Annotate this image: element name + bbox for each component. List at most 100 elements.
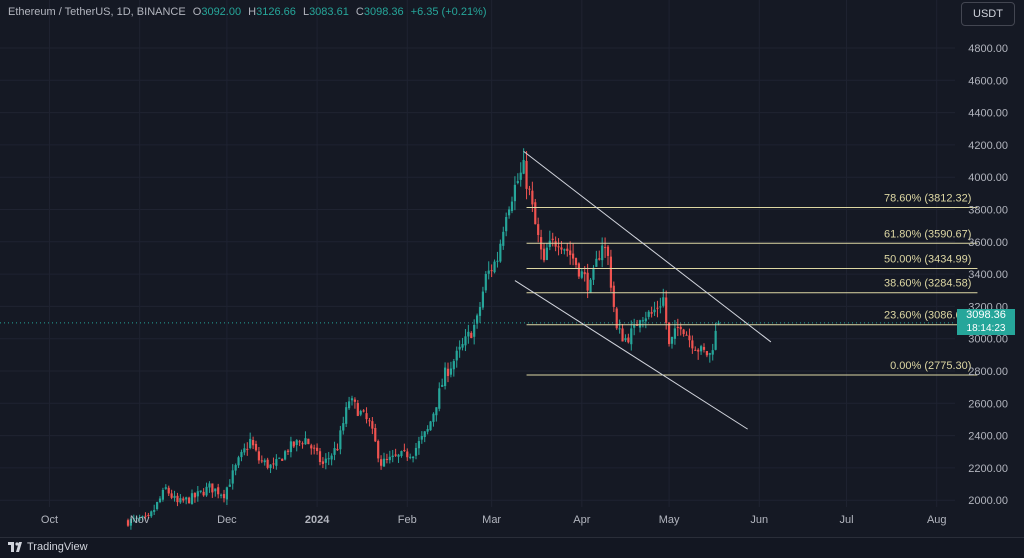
candle-body (624, 338, 627, 341)
candle-body (193, 492, 197, 498)
candle-body (627, 337, 630, 343)
candle-body (647, 311, 650, 317)
tradingview-logo[interactable]: TradingView (8, 541, 88, 553)
descending-channel[interactable] (514, 150, 772, 430)
high-label: H (248, 6, 257, 18)
fib-level-label: 23.60% (3086.67) (884, 310, 971, 322)
candle-body (420, 436, 423, 440)
price-tick-label: 3400.00 (968, 269, 1008, 281)
candle-body (275, 459, 278, 466)
candle-body (705, 351, 709, 356)
candle-body (662, 297, 665, 306)
candle-body (240, 451, 243, 458)
candle-body (531, 190, 534, 205)
candle-body (269, 464, 272, 469)
candle-body (644, 318, 647, 322)
candle-body (670, 336, 674, 344)
candle-body (464, 336, 467, 346)
candle-body (606, 246, 610, 256)
candle-body (618, 328, 621, 330)
candle-body (435, 407, 438, 416)
candle-body (138, 518, 141, 520)
candle-body (667, 322, 671, 345)
candle-body (397, 454, 400, 457)
candle-body (481, 291, 485, 308)
candle-body (452, 361, 455, 370)
channel-trendline[interactable] (514, 280, 748, 430)
tradingview-logo-icon (8, 542, 22, 552)
fibonacci-retracement[interactable]: 78.60% (3812.32) 61.80% (3590.67) 50.00% (… (526, 193, 978, 376)
candle-body (365, 413, 368, 420)
candle-body (211, 483, 214, 493)
candle-body (403, 449, 406, 451)
candle-body (208, 483, 211, 488)
candle-body (339, 430, 342, 450)
fib-level-label: 0.00% (2775.30) (890, 360, 971, 372)
candlestick-series (126, 148, 720, 530)
candle-body (388, 456, 391, 461)
time-tick-label: Apr (573, 514, 590, 526)
candle-body (505, 217, 508, 232)
candle-body (202, 491, 205, 496)
currency-button[interactable]: USDT (961, 2, 1015, 26)
price-axis[interactable]: 4800.00 4600.00 4400.00 4200.00 4000.00 3800.… (968, 43, 1008, 507)
candle-body (144, 515, 147, 517)
candle-body (673, 328, 677, 339)
candle-body (330, 455, 333, 460)
candle-body (164, 487, 167, 489)
candle-body (502, 231, 505, 246)
candle-body (603, 247, 607, 249)
candle-body (281, 458, 284, 461)
candle-body (711, 350, 714, 355)
price-chart[interactable]: 78.60% (3812.32) 61.80% (3590.67) 50.00% (… (0, 0, 1024, 537)
candle-body (394, 454, 397, 456)
candle-body (714, 330, 717, 350)
candle-body (313, 447, 316, 449)
candle-body (217, 487, 220, 495)
candle-body (665, 297, 668, 323)
candle-body (336, 448, 339, 451)
candle-body (496, 260, 499, 262)
candle-body (377, 441, 380, 459)
candle-body (257, 451, 261, 461)
candle-body (266, 459, 269, 468)
candle-body (214, 488, 217, 492)
time-axis[interactable]: Oct Nov Dec 2024 Feb Mar Apr May Jun Jul Aug (41, 514, 947, 526)
candle-body (650, 312, 653, 314)
candle-body (641, 320, 645, 322)
candle-body (426, 429, 429, 432)
candle-body (499, 243, 502, 262)
symbol-title[interactable]: Ethereum / TetherUS, 1D, BINANCE (8, 6, 186, 18)
candle-countdown: 18:14:23 (966, 323, 1006, 334)
candle-body (196, 491, 199, 497)
price-tick-label: 2200.00 (968, 463, 1008, 475)
price-tick-label: 3800.00 (968, 205, 1008, 217)
time-tick-label: May (659, 514, 680, 526)
candle-body (289, 441, 293, 453)
channel-trendline[interactable] (523, 150, 772, 343)
candle-body (350, 398, 354, 401)
candle-body (519, 172, 522, 180)
candle-body (304, 438, 307, 445)
candle-body (455, 350, 458, 361)
price-tick-label: 2800.00 (968, 366, 1008, 378)
candle-body (251, 440, 255, 446)
candle-body (414, 447, 418, 456)
candle-body (423, 431, 426, 438)
candle-body (685, 334, 688, 336)
candle-body (525, 160, 528, 189)
candle-body (185, 497, 188, 500)
candle-body (528, 188, 531, 190)
candle-body (379, 459, 383, 466)
time-tick-label: Nov (130, 514, 150, 526)
candle-body (537, 224, 540, 235)
candle-body (630, 328, 633, 345)
candle-body (633, 324, 636, 328)
candle-body (612, 285, 615, 307)
candle-body (566, 248, 569, 252)
candle-body (318, 451, 322, 463)
candle-body (391, 455, 394, 458)
price-tick-label: 2600.00 (968, 398, 1008, 410)
candle-body (513, 184, 517, 202)
candle-body (310, 445, 313, 449)
